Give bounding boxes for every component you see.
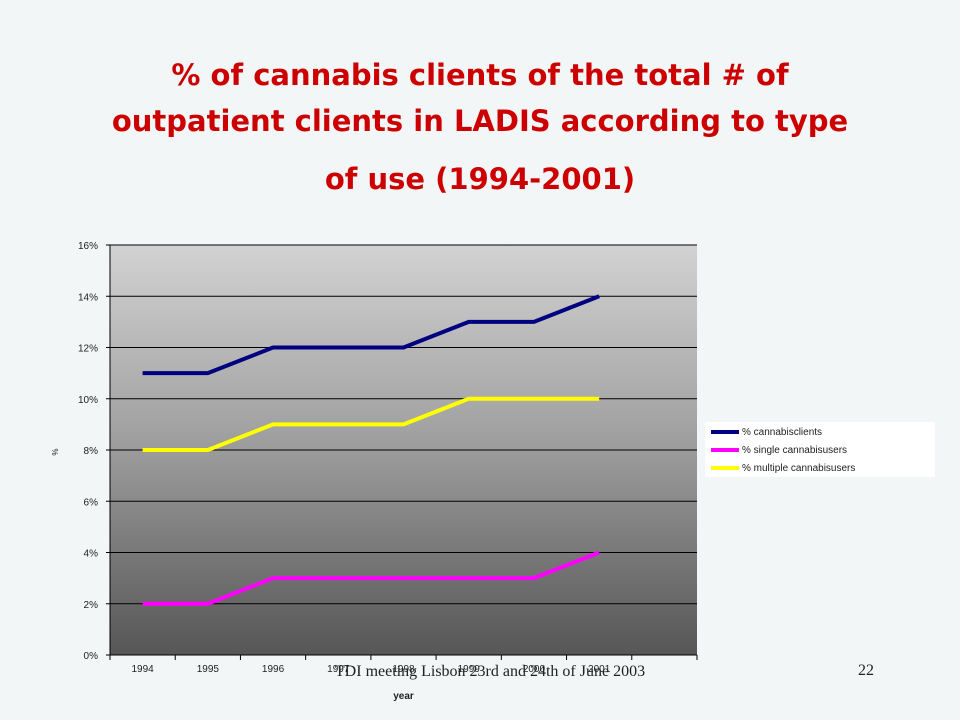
y-tick-label: 8% [84,446,99,457]
y-axis-label: % [51,448,60,455]
legend-swatch-single [711,448,739,452]
series-lines [142,294,600,606]
legend-label-single: % single cannabisusers [742,444,848,456]
legend-swatch-cannabisclients [711,430,739,434]
y-tick-label: 4% [84,549,99,560]
legend-item-single: % single cannabisusers [711,443,847,457]
title-line-3: of use (1994-2001) [324,162,636,196]
x-tick-label: 1994 [131,664,154,675]
title-line-2: outpatient clients in LADIS according to… [111,104,849,138]
series-line-1 [142,550,600,606]
chart-legend: % cannabisclients % single cannabisusers… [705,422,935,477]
y-tick-label: 6% [84,497,99,508]
x-axis-label: year [393,691,414,702]
legend-label-multiple: % multiple cannabisusers [742,462,856,474]
x-tick-label: 2000 [523,664,546,675]
slide-title: % of cannabis clients of the total # of … [60,52,900,202]
y-tick-label: 0% [84,651,99,662]
title-line-1: % of cannabis clients of the total # of [171,58,789,92]
y-tick-label: 12% [78,344,98,355]
x-tick-label: 1995 [197,664,220,675]
series-line-2 [142,396,600,452]
footer-text: TDI meeting Lisbon 23rd and 24th of June… [334,663,646,680]
y-tick-label: 10% [78,395,98,406]
legend-item-multiple: % multiple cannabisusers [711,461,855,475]
y-tick-label: 2% [84,600,99,611]
x-tick-label: 1998 [392,664,415,675]
legend-item-cannabisclients: % cannabisclients [711,425,822,439]
page-number: 22 [858,662,874,679]
x-tick-label: 1996 [262,664,285,675]
y-tick-label: 14% [78,292,98,303]
x-tick-label: 1997 [327,664,350,675]
y-tick-label: 16% [78,241,98,252]
series-line-0 [142,294,600,376]
axes [106,244,698,660]
legend-swatch-multiple [711,466,739,470]
x-tick-label: 2001 [588,664,611,675]
x-tick-label: 1999 [458,664,481,675]
tick-labels: 0% 2% 4% 6% 8% 10% 12% 14% 16% 1994 1995 1996 1997 19… [51,241,611,702]
legend-label-cannabisclients: % cannabisclients [742,426,823,438]
